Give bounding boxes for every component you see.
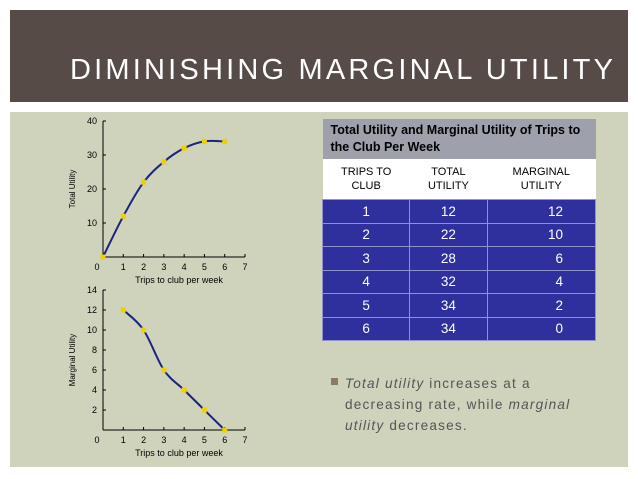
table-cell: 12	[409, 199, 488, 224]
table-cell: 4	[486, 269, 597, 294]
marginal-utility-x-tick-label: 6	[222, 435, 227, 445]
slide-title: DIMINISHING MARGINAL UTILITY	[70, 54, 617, 86]
slide-header: DIMINISHING MARGINAL UTILITY	[10, 10, 628, 102]
marginal-utility-y-tick-label: 2	[92, 405, 97, 415]
total-utility-x-tick-label: 6	[222, 262, 227, 272]
summary-bullet: Total utility increases at a decreasing …	[331, 373, 606, 436]
table-row: 3 28 6	[321, 246, 597, 271]
marginal-utility-y-tick-label: 12	[87, 305, 97, 315]
marginal-utility-x-tick-label: 3	[161, 435, 166, 445]
total-utility-x-tick-label: 4	[182, 262, 187, 272]
utility-table: Total Utility and Marginal Utility of Tr…	[321, 119, 597, 341]
total-utility-data-point	[201, 138, 207, 144]
marginal-utility-y-tick-label: 10	[87, 325, 97, 335]
total-utility-data-point	[222, 138, 228, 144]
table-cell: 4	[321, 269, 411, 294]
table-cell: 28	[409, 246, 488, 271]
total-utility-x-tick-label: 3	[161, 262, 166, 272]
total-utility-y-tick-label: 10	[87, 218, 97, 228]
table-cell: 34	[409, 316, 488, 341]
total-utility-data-point	[161, 159, 167, 165]
table-cell: 2	[321, 222, 411, 247]
marginal-utility-data-point	[201, 407, 207, 413]
marginal-utility-x-tick-label: 2	[141, 435, 146, 445]
total-utility-data-point	[100, 254, 106, 260]
column-header-trips: TRIPS TO CLUB	[322, 159, 410, 200]
marginal-utility-x-tick-label: 4	[182, 435, 187, 445]
total-utility-data-point	[141, 179, 147, 185]
table-row: 6 34 0	[321, 316, 597, 341]
marginal-utility-x-tick-label: 1	[121, 435, 126, 445]
table-row: 5 34 2	[321, 293, 597, 318]
table-row: 1 12 12	[321, 199, 597, 224]
marginal-utility-y-tick-label: 14	[87, 285, 97, 295]
total-utility-y-tick-label: 20	[87, 184, 97, 194]
marginal-utility-y-tick-label: 4	[92, 385, 97, 395]
table-cell: 10	[486, 222, 597, 247]
total-utility-data-point	[120, 213, 126, 219]
marginal-utility-x-tick-label: 0	[94, 435, 99, 445]
table-cell: 0	[486, 316, 597, 341]
total-utility-y-tick-label: 30	[87, 150, 97, 160]
total-utility-x-tick-label: 5	[202, 262, 207, 272]
total-utility-x-tick-label: 7	[242, 262, 247, 272]
total-utility-x-tick-label: 2	[141, 262, 146, 272]
bullet-square-icon	[331, 378, 338, 385]
marginal-utility-y-tick-label: 8	[92, 345, 97, 355]
marginal-utility-x-tick-label: 5	[202, 435, 207, 445]
table-cell: 2	[486, 293, 597, 318]
total-utility-x-tick-label: 1	[121, 262, 126, 272]
table-cell: 32	[409, 269, 488, 294]
marginal-utility-data-point	[181, 387, 187, 393]
table-cell: 22	[409, 222, 488, 247]
table-cell: 3	[321, 246, 411, 271]
total-utility-y-tick-label: 40	[87, 116, 97, 126]
table-cell: 6	[486, 246, 597, 271]
total-utility-y-axis-label: Total Utility	[68, 170, 77, 209]
column-header-total-utility: TOTAL UTILITY	[409, 159, 488, 200]
marginal-utility-y-axis-label: Marginal Utility	[68, 334, 77, 386]
marginal-utility-data-point	[161, 367, 167, 373]
table-cell: 5	[321, 293, 411, 318]
table-cell: 6	[321, 316, 411, 341]
marginal-utility-series-line	[122, 309, 226, 431]
table-caption: Total Utility and Marginal Utility of Tr…	[322, 119, 596, 159]
marginal-utility-data-point	[120, 307, 126, 313]
table-cell: 1	[321, 199, 411, 224]
table-header-row: TRIPS TO CLUB TOTAL UTILITY MARGINAL UTILIT…	[322, 159, 596, 200]
table-cell: 34	[409, 293, 488, 318]
total-utility-x-axis-label: Trips to club per week	[135, 275, 223, 285]
total-utility-data-point	[181, 145, 187, 151]
marginal-utility-y-tick-label: 6	[92, 365, 97, 375]
marginal-utility-x-axis-label: Trips to club per week	[135, 448, 223, 458]
table-row: 4 32 4	[321, 269, 597, 294]
marginal-utility-data-point	[141, 327, 147, 333]
table-cell: 12	[486, 199, 597, 224]
marginal-utility-data-point	[222, 427, 228, 433]
marginal-utility-x-tick-label: 7	[242, 435, 247, 445]
total-utility-x-tick-label: 0	[94, 262, 99, 272]
column-header-marginal-utility: MARGINAL UTILITY	[487, 159, 596, 200]
bullet-text: Total utility increases at a decreasing …	[345, 376, 571, 433]
table-row: 2 22 10	[321, 222, 597, 247]
